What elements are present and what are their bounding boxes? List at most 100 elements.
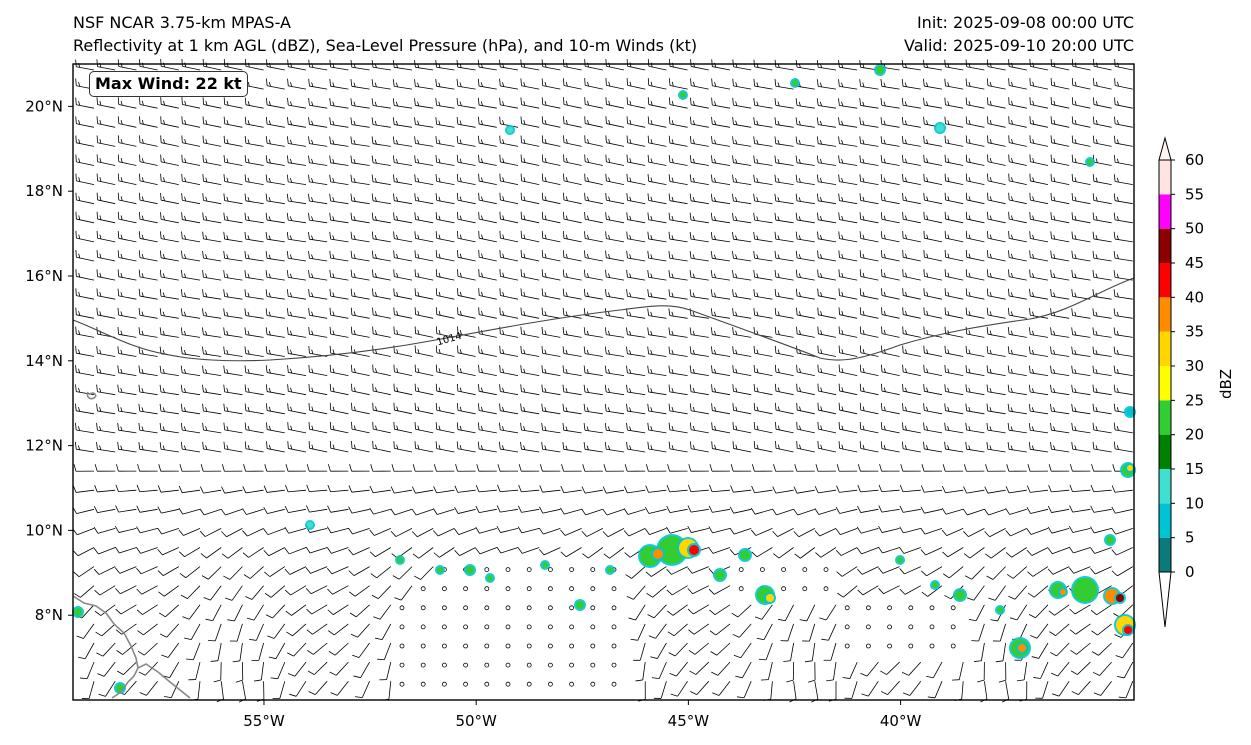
wind-barb [457,364,476,376]
wind-barb [223,384,243,396]
wind-barb [605,288,625,300]
wind-barb [1090,505,1112,513]
wind-barb [1050,365,1070,376]
wind-barb [732,59,752,71]
wind-barb [157,547,179,556]
wind-barb [923,154,943,166]
wind-barb [541,346,561,357]
wind-barb [265,155,285,166]
wind-barb [838,250,858,262]
wind-barb [369,485,391,494]
wind-barb [689,365,709,376]
wind-barb [758,642,773,661]
colorbar-tick-label: 45 [1185,254,1204,272]
wind-barb [753,288,773,300]
wind-barb [838,117,858,128]
wind-barb [732,270,752,281]
wind-barb [584,116,603,128]
wind-barb [603,464,625,472]
wind-barb [1047,526,1070,534]
wind-barb [857,585,879,596]
wind-barb [560,485,582,494]
wind-barb [795,136,815,147]
wind-barb [159,288,179,300]
wind-barb [826,662,837,682]
wind-barb [986,403,1006,415]
wind-barb [987,250,1006,262]
wind-barb [732,384,752,396]
wind-barb [499,154,519,166]
wind-barb [814,508,837,515]
wind-barb [188,662,201,681]
calm-wind-circle [611,605,617,611]
wind-barb [859,422,879,434]
wind-barb [393,441,413,453]
wind-barb [541,441,561,453]
wind-barb [605,173,625,185]
reflectivity-cell [897,557,903,563]
wind-barb [985,547,1006,559]
wind-barb [254,662,264,682]
wind-barb [201,566,222,580]
wind-barb [795,98,815,109]
wind-barb [286,212,307,224]
wind-barb [560,547,582,558]
calm-wind-circle [484,681,490,687]
wind-barb [816,155,837,166]
wind-barb [1030,623,1049,639]
wind-barb [732,289,752,300]
wind-barb [605,231,625,243]
wind-barb [435,193,455,205]
wind-barb [478,192,497,205]
wind-barb [457,269,476,281]
wind-barb [647,289,667,300]
wind-barb [626,289,646,300]
wind-barb [478,288,497,300]
wind-barb [160,212,179,224]
colorbar-tick-label: 15 [1185,460,1204,478]
wind-barb [584,250,603,262]
calm-wind-circle [441,662,447,668]
wind-barb [626,231,646,243]
calm-wind-circle [569,643,574,649]
wind-barb [690,97,709,109]
wind-barb [1069,464,1091,472]
wind-barb [560,528,582,536]
calm-wind-circle [548,624,553,630]
wind-barb [394,585,413,601]
calm-wind-circle [738,586,744,592]
wind-barb [393,250,413,262]
wind-barb [965,230,985,243]
wind-barb [286,308,307,319]
wind-barb [285,604,307,616]
wind-barb [244,346,264,357]
wind-barb [987,135,1006,147]
wind-barb [1071,422,1091,434]
wind-barb [795,193,815,205]
wind-barb [285,484,307,493]
wind-barb [838,60,858,71]
wind-barb [265,193,285,205]
wind-barb [369,507,391,515]
wind-barb [750,507,773,515]
wind-barb [647,441,667,453]
wind-barb [835,506,858,514]
wind-barb [435,212,455,224]
calm-wind-circle [569,624,574,630]
axis-ticks: 20°N18°N16°N14°N12°N10°N8°N55°W 50°W 45°W 4… [25,97,921,730]
wind-barb [836,485,858,493]
wind-barb [244,270,264,281]
wind-barb [923,326,943,338]
wind-barb [372,440,391,453]
wind-barb [96,211,116,224]
calm-wind-circle [441,586,447,592]
wind-barb [265,289,285,300]
wind-barb [181,212,201,224]
wind-barb [499,307,519,319]
wind-barb [202,135,222,147]
wind-barb [952,662,964,681]
wind-barb [160,97,179,109]
wind-barb [96,422,116,434]
wind-barb [583,384,603,396]
wind-barb [732,174,752,185]
